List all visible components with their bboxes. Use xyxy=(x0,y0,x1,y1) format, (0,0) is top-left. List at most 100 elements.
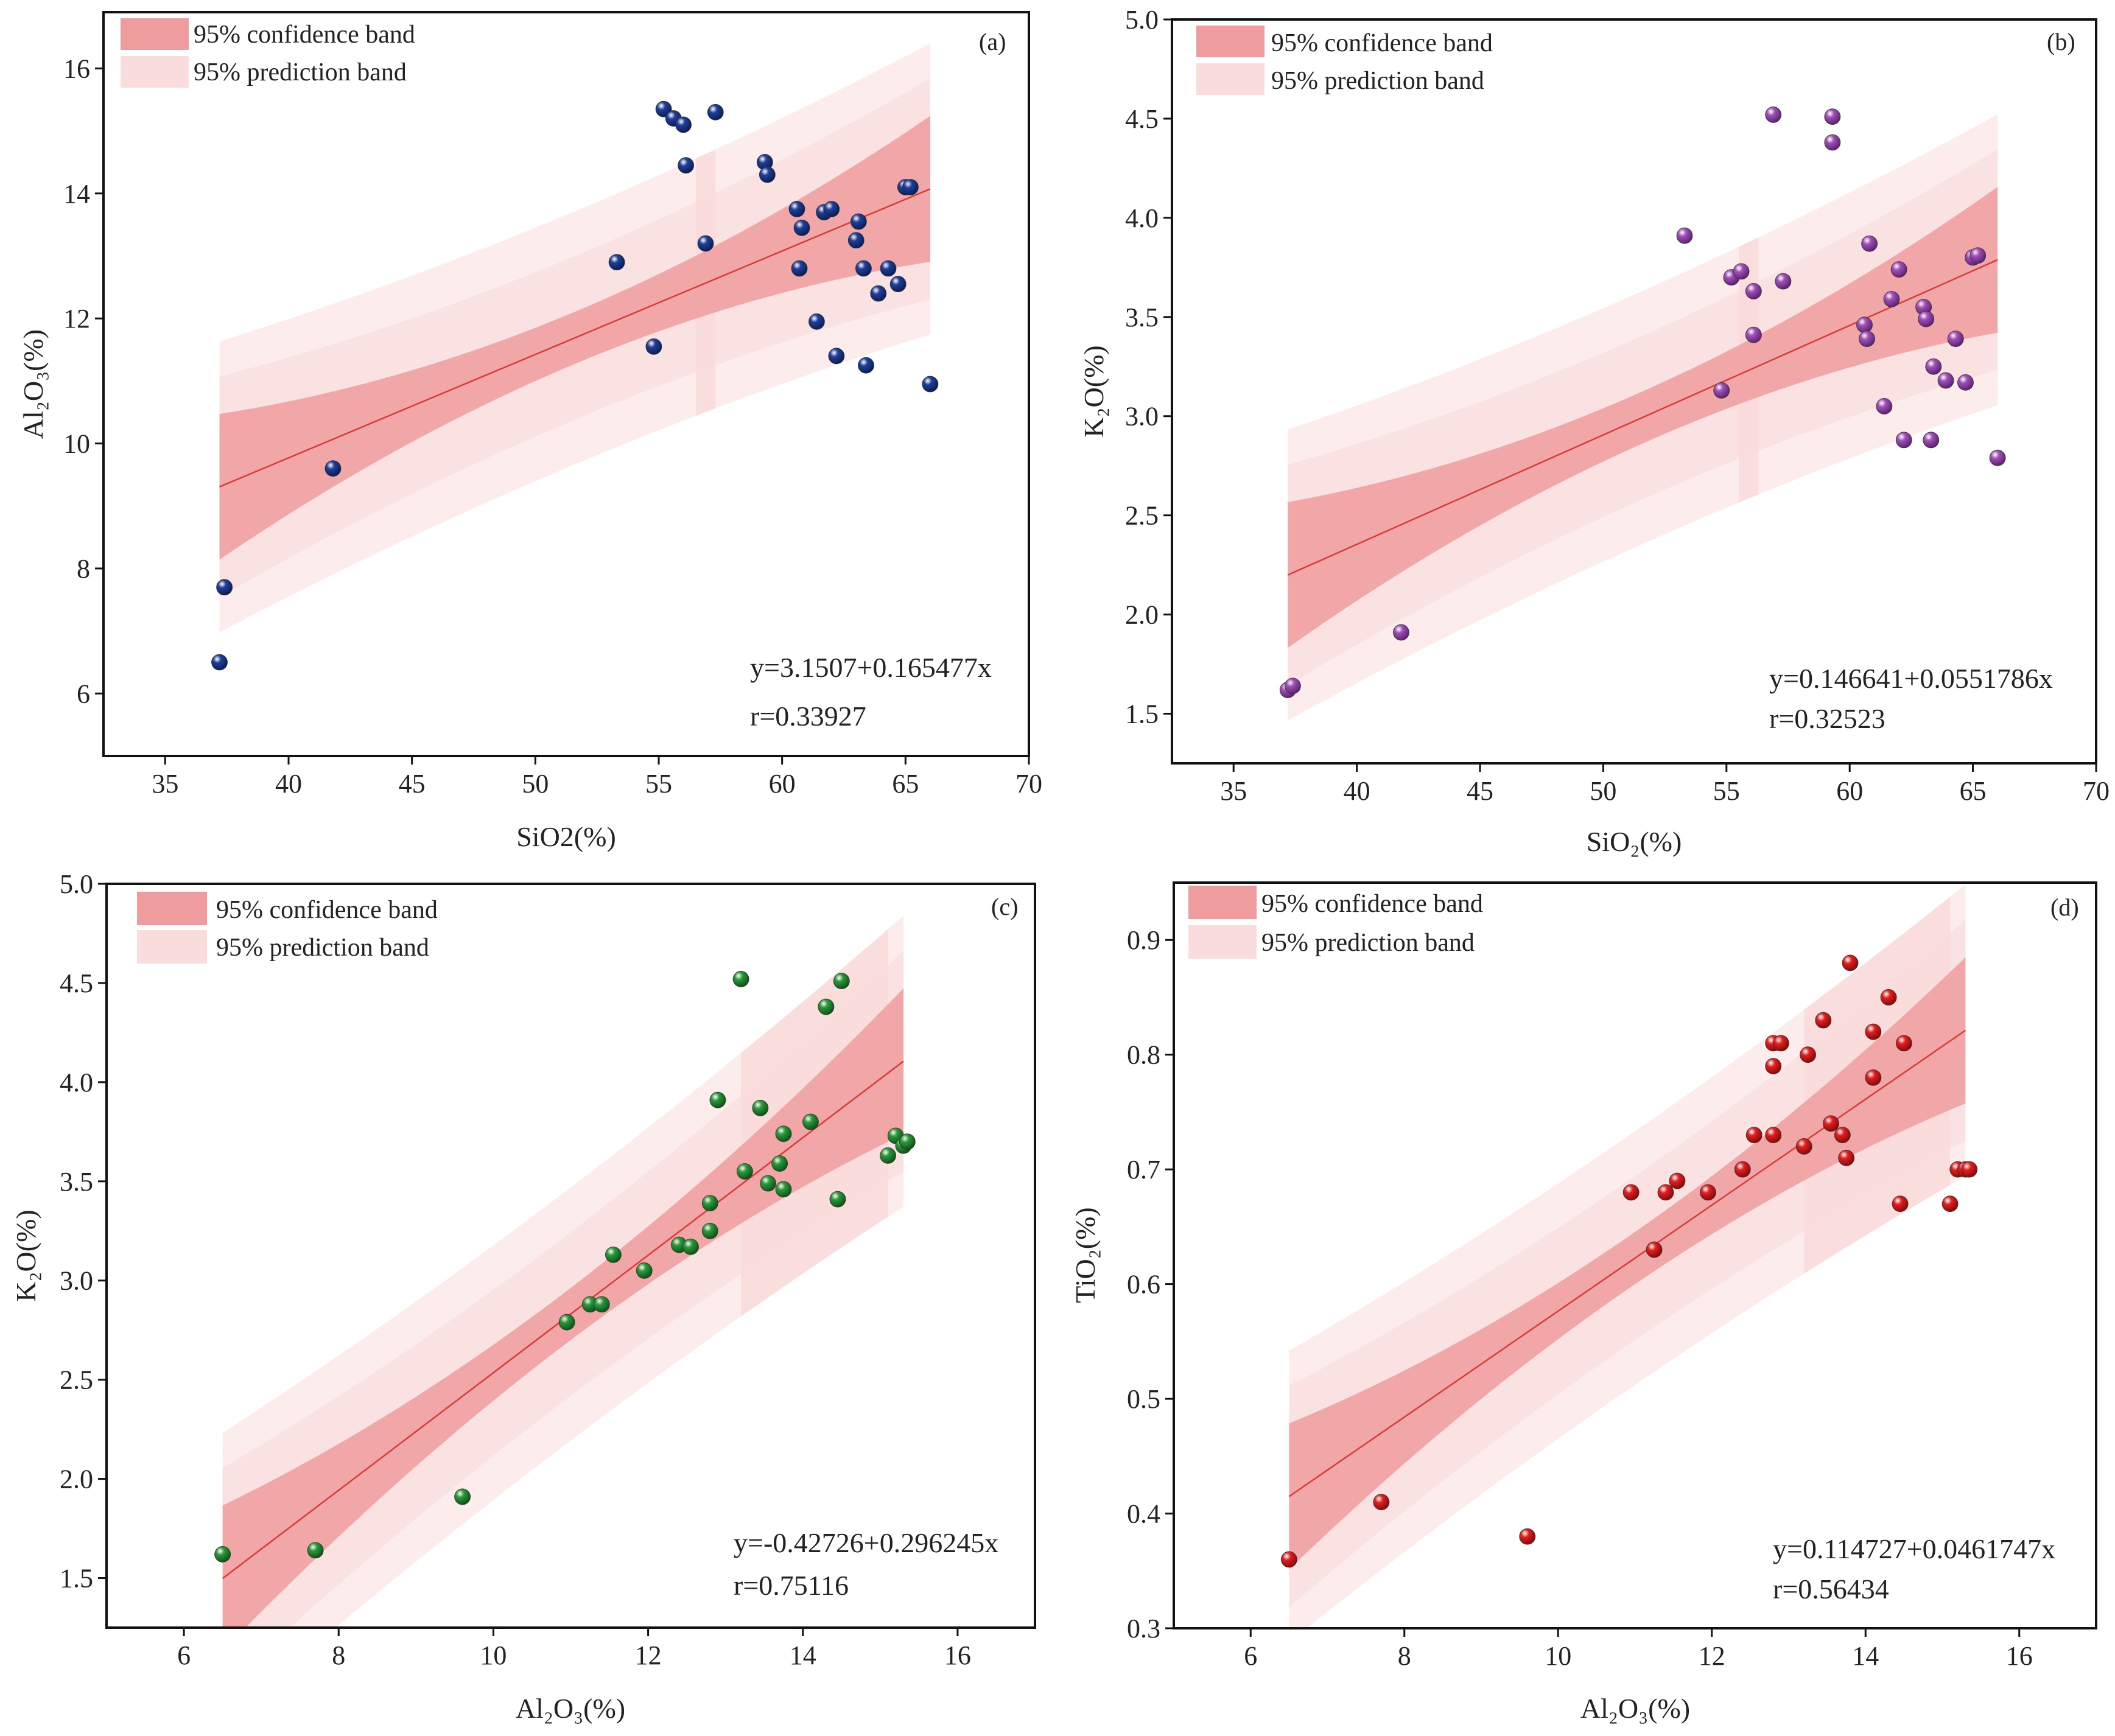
panel-a-points xyxy=(211,100,939,671)
data-point xyxy=(1834,1127,1851,1144)
data-point xyxy=(823,201,840,217)
legend-prediction-swatch xyxy=(1196,63,1264,95)
x-tick-label: 35 xyxy=(1220,776,1247,806)
y-tick-label: 0.6 xyxy=(1127,1270,1160,1300)
data-point xyxy=(1957,374,1974,391)
data-point xyxy=(1733,263,1750,280)
data-point xyxy=(1745,1127,1763,1144)
data-point xyxy=(1765,107,1782,123)
x-tick-label: 65 xyxy=(892,769,919,799)
panel-d-legend: 95% confidence band 95% prediction band xyxy=(1188,886,1483,959)
data-point xyxy=(1734,1161,1751,1178)
data-point xyxy=(828,348,845,365)
data-point xyxy=(1745,326,1762,343)
data-point xyxy=(1657,1184,1674,1201)
data-point xyxy=(752,1099,769,1116)
legend-confidence-swatch xyxy=(121,18,189,50)
data-point xyxy=(732,971,749,987)
data-point xyxy=(454,1488,471,1505)
panel-c: 6 8 10 12 14 16 1.5 2.0 2.5 3.0 3.5 4.0 4.5 5.0 95% c… xyxy=(10,869,1036,1724)
x-tick-label: 16 xyxy=(2006,1641,2033,1671)
data-point xyxy=(855,260,872,277)
panel-b-legend: 95% confidence band 95% prediction band xyxy=(1196,26,1493,95)
y-tick-label: 5.0 xyxy=(60,869,93,899)
y-tick-label: 4.5 xyxy=(1125,104,1159,134)
data-point xyxy=(1824,108,1841,125)
y-tick-label: 0.7 xyxy=(1127,1155,1160,1185)
y-tick-label: 0.3 xyxy=(1127,1614,1160,1643)
data-point xyxy=(1669,1172,1686,1189)
panel-a-tag: (a) xyxy=(979,28,1006,55)
data-point xyxy=(1284,677,1301,695)
data-point xyxy=(922,376,939,393)
x-tick-label: 55 xyxy=(645,769,672,799)
panel-d-y-axis-title: TiO₂(%) xyxy=(1070,1207,1101,1303)
data-point xyxy=(1918,310,1935,327)
data-point xyxy=(697,235,714,252)
data-point xyxy=(1765,1058,1782,1074)
panel-b: 35 40 45 50 55 60 65 70 1.5 2.0 2.5 3.0 3.5 4.0 4.5 5.0… xyxy=(1078,5,2110,857)
data-point xyxy=(1765,1127,1782,1144)
legend-prediction-label: 95% prediction band xyxy=(1261,929,1475,957)
y-tick-label: 6 xyxy=(77,679,90,709)
data-point xyxy=(802,1113,819,1130)
panel-c-equation: y=-0.42726+0.296245x xyxy=(734,1527,998,1558)
data-point xyxy=(1519,1528,1536,1545)
panel-d-frame xyxy=(1173,881,2097,1629)
y-tick-label: 16 xyxy=(63,54,90,83)
panel-a-legend: 95% confidence band 95% prediction band xyxy=(121,18,415,88)
data-point xyxy=(902,179,919,195)
data-point xyxy=(1865,1023,1882,1040)
fit-line xyxy=(219,188,931,488)
data-point xyxy=(593,1296,610,1313)
panel-d-points xyxy=(1280,954,1978,1568)
data-point xyxy=(1280,1551,1297,1568)
panel-b-frame xyxy=(1171,18,2097,765)
legend-confidence-label: 95% confidence band xyxy=(194,21,415,49)
x-tick-label: 50 xyxy=(522,769,549,799)
data-point xyxy=(214,1546,231,1563)
data-point xyxy=(1937,372,1954,389)
x-tick-label: 35 xyxy=(152,769,178,799)
data-point xyxy=(307,1542,324,1559)
data-point xyxy=(1925,358,1942,375)
panel-b-equation: y=0.146641+0.0551786x xyxy=(1769,663,2053,694)
panel-a: 35 40 45 50 55 60 65 70 6 8 10 12 14 16 95% confidenc… xyxy=(18,11,1042,852)
legend-prediction-swatch xyxy=(1188,925,1257,959)
legend-confidence-label: 95% confidence band xyxy=(1271,29,1493,57)
data-point xyxy=(1676,227,1693,244)
data-point xyxy=(324,460,342,477)
y-tick-label: 3.0 xyxy=(60,1266,93,1296)
x-tick-label: 55 xyxy=(1713,776,1740,806)
data-point xyxy=(858,357,874,374)
y-tick-label: 10 xyxy=(63,429,90,459)
x-tick-label: 65 xyxy=(1960,776,1987,806)
panel-d-fit xyxy=(1288,1029,1966,1497)
data-point xyxy=(818,998,835,1015)
data-point xyxy=(707,103,724,121)
panel-b-y-axis-title: K₂O(%) xyxy=(1078,345,1109,437)
x-tick-label: 8 xyxy=(332,1640,345,1670)
data-point xyxy=(636,1262,653,1279)
y-tick-label: 4.0 xyxy=(1125,203,1159,233)
y-tick-label: 2.5 xyxy=(60,1365,93,1395)
data-point xyxy=(1892,1195,1909,1213)
y-tick-label: 3.5 xyxy=(60,1167,93,1197)
legend-confidence-swatch xyxy=(1196,26,1264,57)
x-tick-label: 50 xyxy=(1590,776,1616,806)
data-point xyxy=(1895,432,1912,449)
data-point xyxy=(1646,1241,1663,1258)
data-point xyxy=(808,313,825,330)
panel-a-x-axis-title: SiO2(%) xyxy=(516,821,616,852)
legend-confidence-swatch xyxy=(137,892,207,925)
y-tick-label: 3.0 xyxy=(1125,402,1159,432)
data-point xyxy=(788,201,805,217)
data-point xyxy=(1745,283,1762,299)
panel-a-frame xyxy=(102,11,1030,757)
y-tick-label: 4.0 xyxy=(60,1068,93,1097)
data-point xyxy=(1842,954,1859,971)
x-tick-label: 60 xyxy=(769,769,796,799)
data-point xyxy=(793,219,810,236)
panel-b-x-axis-title: SiO₂(%) xyxy=(1587,826,1682,857)
y-tick-label: 1.5 xyxy=(1125,699,1159,729)
